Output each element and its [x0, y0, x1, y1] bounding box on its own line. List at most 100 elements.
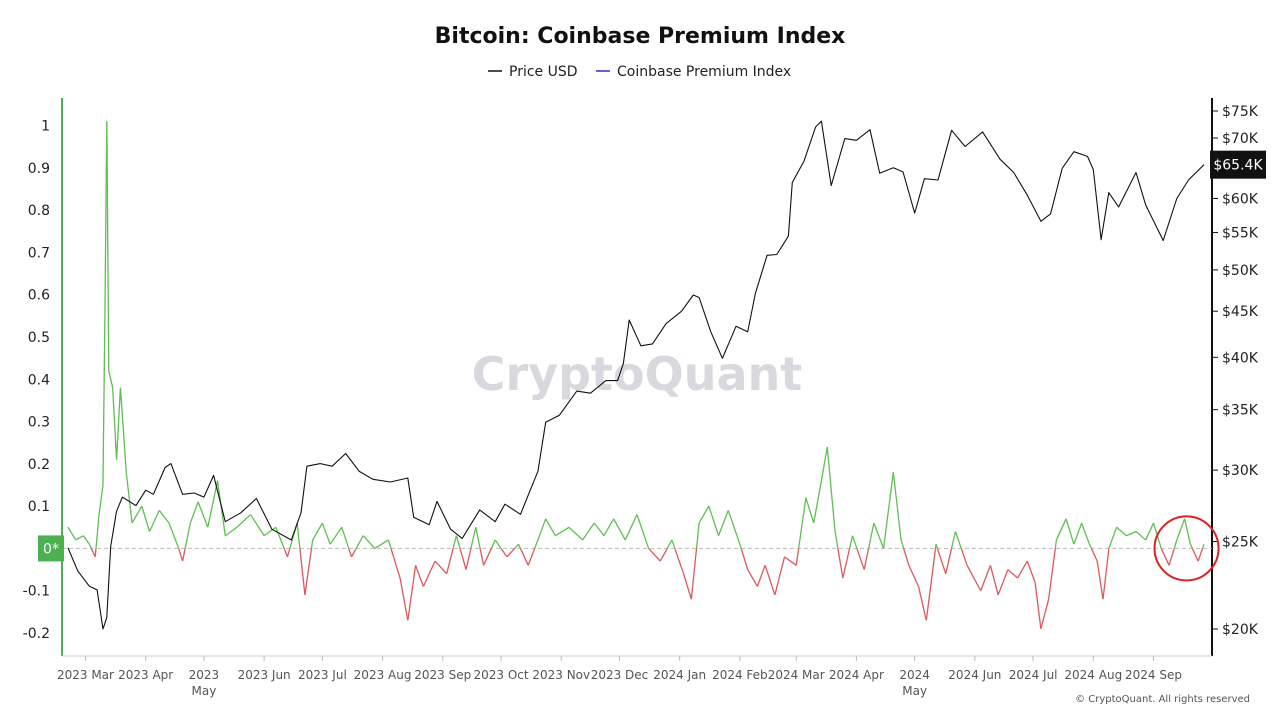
premium-segment [1073, 522, 1083, 545]
x-axis-tick-label: 2024 Jan [653, 668, 706, 682]
premium-segment [848, 535, 854, 549]
premium-segment [407, 565, 417, 621]
x-axis-tick-label: 2024 Aug [1064, 668, 1122, 682]
premium-segment [666, 539, 673, 549]
legend-premium-label[interactable]: Coinbase Premium Index [617, 64, 791, 80]
chart-title: Bitcoin: Coinbase Premium Index [435, 24, 846, 49]
premium-segment [459, 548, 467, 570]
premium-segment [283, 548, 289, 558]
legend[interactable]: Price USD Coinbase Premium Index [488, 64, 791, 80]
right-axis-tick-label: $50K [1222, 263, 1259, 279]
premium-segment [475, 527, 481, 549]
premium-segment [224, 526, 238, 537]
left-axis-tick-label: 0.8 [28, 203, 50, 219]
premium-segment [1048, 548, 1056, 600]
premium-segment [75, 535, 84, 541]
premium-segment [1081, 522, 1091, 545]
premium-segment [867, 522, 875, 549]
premium-segment [954, 531, 962, 549]
premium-segment [908, 565, 920, 587]
premium-segment [873, 522, 885, 549]
premium-segment [355, 535, 364, 549]
premium-series [67, 121, 1205, 629]
current-price-label: $65.4K [1213, 158, 1263, 174]
zero-badge-label: 0* [43, 541, 59, 557]
premium-segment [158, 509, 170, 524]
premium-segment [568, 526, 584, 541]
left-axis-tick-label: 1 [41, 119, 50, 135]
left-axis-tick-label: -0.1 [23, 584, 50, 600]
premium-segment [903, 548, 910, 566]
right-axis-tick-label: $30K [1222, 463, 1259, 479]
premium-segment [851, 535, 858, 549]
premium-segment [275, 527, 285, 549]
premium-segment [1017, 560, 1028, 579]
premium-segment [671, 539, 676, 549]
premium-segment [764, 565, 776, 596]
x-axis-tick-label: 2024 Sep [1125, 668, 1182, 682]
premium-segment [329, 526, 343, 545]
premium-segment [747, 569, 758, 587]
premium-segment [698, 505, 710, 524]
x-axis-tick-label: 2023 Dec [591, 668, 649, 682]
premium-segment [148, 510, 160, 532]
left-axis-tick-label: -0.2 [23, 626, 50, 642]
premium-segment [740, 548, 749, 570]
x-axis-tick-label: 2023 [189, 668, 220, 682]
premium-segment [774, 556, 786, 596]
premium-segment [350, 548, 357, 558]
legend-price-label[interactable]: Price USD [509, 64, 578, 80]
premium-segment [197, 501, 209, 528]
premium-segment [708, 505, 720, 536]
premium-segment [131, 505, 143, 524]
left-axis-tick-label: 0.4 [28, 372, 50, 388]
left-axis: 1 0.9 0.8 0.7 0.6 0.5 0.4 0.3 0.2 0.1 -0.1 -0.2 [23, 98, 63, 656]
premium-segment [465, 548, 472, 570]
right-axis-tick-label: $40K [1222, 350, 1259, 366]
premium-segment [1191, 548, 1199, 562]
premium-segment [1201, 543, 1205, 549]
premium-segment [882, 472, 894, 549]
right-axis-tick-label: $20K [1222, 622, 1259, 638]
premium-segment [470, 527, 477, 549]
premium-segment [106, 121, 110, 371]
premium-segment [900, 539, 905, 549]
premium-segment [115, 387, 122, 460]
premium-segment [184, 522, 191, 549]
premium-segment [67, 526, 77, 541]
highlight-layer [1153, 515, 1220, 582]
premium-segment [168, 522, 180, 549]
premium-segment [997, 569, 1009, 596]
premium-segment [1173, 539, 1178, 549]
premium-segment [1055, 518, 1067, 541]
premium-segment [446, 548, 454, 574]
x-axis-tick-label: 2024 Jul [1009, 668, 1058, 682]
premium-segment [935, 543, 939, 549]
premium-segment [82, 535, 90, 545]
premium-segment [756, 565, 766, 587]
premium-segment [490, 539, 496, 549]
premium-segment [207, 480, 219, 528]
premium-segment [98, 484, 104, 515]
premium-segment [374, 539, 389, 549]
premium-segment [286, 548, 291, 558]
x-axis-tick-label: 2024 Mar [768, 668, 825, 682]
premium-segment [189, 501, 199, 524]
premium-segment [534, 539, 539, 549]
premium-segment [310, 539, 314, 549]
right-axis-tick-label: $55K [1222, 226, 1259, 242]
premium-segment [797, 497, 807, 549]
premium-segment [514, 543, 519, 549]
premium-segment [482, 548, 492, 566]
premium-segment [1065, 518, 1075, 545]
premium-segment [112, 387, 118, 460]
x-axis-tick-label-line2: May [902, 684, 927, 698]
premium-segment [1176, 518, 1186, 541]
premium-segment [414, 565, 424, 587]
premium-segment [527, 548, 536, 566]
premium-segment [989, 565, 999, 596]
premium-segment [1116, 526, 1127, 537]
premium-segment [690, 548, 698, 600]
premium-segment [837, 548, 844, 579]
